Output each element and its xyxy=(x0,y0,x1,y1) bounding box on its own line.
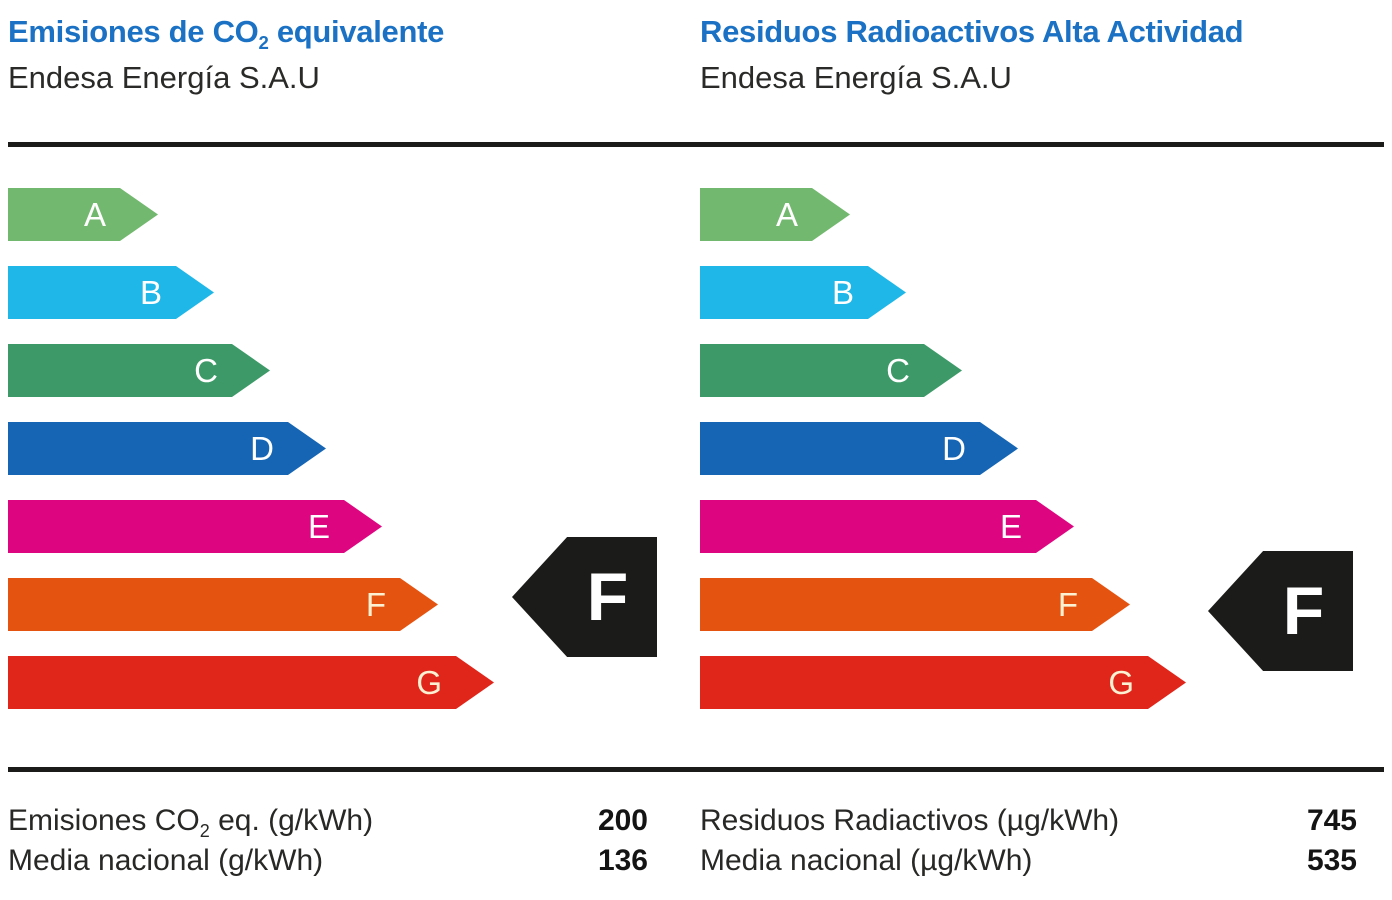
bottom-divider xyxy=(8,767,1384,772)
title-subscript: 2 xyxy=(258,32,269,54)
radioactive-chart-subtitle: Endesa Energía S.A.U xyxy=(700,60,1012,96)
metric-value: 136 xyxy=(597,844,648,877)
metric-label: Residuos Radiactivos (µg/kWh) xyxy=(700,804,1119,842)
metric-label: Media nacional (µg/kWh) xyxy=(700,844,1032,882)
metric-row: Emisiones CO2 eq. (g/kWh) 200 xyxy=(8,804,648,844)
rating-bar-letter: C xyxy=(194,352,218,389)
metric-label-subscript: 2 xyxy=(199,821,210,841)
rating-bar-d: D xyxy=(8,422,326,475)
rating-bar-letter: B xyxy=(139,274,162,311)
rating-bar-letter: G xyxy=(416,664,442,701)
co2-chart-header: Emisiones de CO2 equivalente Endesa Ener… xyxy=(8,14,444,96)
rating-bar-e: E xyxy=(700,500,1074,553)
metric-label-text: eq. (g/kWh) xyxy=(209,804,374,837)
co2-metrics: Emisiones CO2 eq. (g/kWh) 200 Media naci… xyxy=(8,804,648,884)
metric-value: 745 xyxy=(1306,804,1357,837)
rating-bar-g: G xyxy=(700,656,1186,709)
rating-bar-letter: G xyxy=(1108,664,1134,701)
metric-value: 200 xyxy=(597,804,648,837)
rating-bar-f: F xyxy=(8,578,438,631)
rating-bar-letter: B xyxy=(831,274,854,311)
metric-label-text: Emisiones CO xyxy=(8,804,200,837)
rating-bar-letter: A xyxy=(83,196,106,233)
rating-bar-letter: F xyxy=(365,586,386,623)
rating-bar-letter: D xyxy=(942,430,966,467)
metric-row: Media nacional (µg/kWh) 535 xyxy=(700,844,1357,884)
metric-label-text: Media nacional (g/kWh) xyxy=(8,844,324,877)
metric-label-text: Residuos Radiactivos (µg/kWh) xyxy=(700,804,1120,837)
radioactive-rating-scale: A B C D E F G xyxy=(700,188,1240,712)
radioactive-rating-letter: F xyxy=(1282,573,1325,649)
title-text: Residuos Radioactivos Alta Actividad xyxy=(700,14,1244,49)
rating-bar-letter: A xyxy=(775,196,798,233)
rating-bar-letter: F xyxy=(1057,586,1078,623)
rating-bar-c: C xyxy=(700,344,962,397)
rating-bar-d: D xyxy=(700,422,1018,475)
radioactive-chart-header: Residuos Radioactivos Alta Actividad End… xyxy=(700,14,1244,96)
co2-chart-title: Emisiones de CO2 equivalente xyxy=(8,14,444,54)
rating-bar-g: G xyxy=(8,656,494,709)
rating-bar-e: E xyxy=(8,500,382,553)
rating-bar-a: A xyxy=(8,188,158,241)
rating-bar-b: B xyxy=(8,266,214,319)
metric-label-text: Media nacional (µg/kWh) xyxy=(700,844,1033,877)
metric-label: Emisiones CO2 eq. (g/kWh) xyxy=(8,804,373,842)
radioactive-chart-title: Residuos Radioactivos Alta Actividad xyxy=(700,14,1244,54)
rating-bar-letter: C xyxy=(886,352,910,389)
rating-bar-b: B xyxy=(700,266,906,319)
radioactive-metrics: Residuos Radiactivos (µg/kWh) 745 Media … xyxy=(700,804,1357,884)
rating-bar-letter: E xyxy=(307,508,330,545)
metric-value: 535 xyxy=(1306,844,1357,877)
rating-bar-c: C xyxy=(8,344,270,397)
top-divider xyxy=(8,142,1384,147)
rating-bar-letter: E xyxy=(999,508,1022,545)
metric-row: Media nacional (g/kWh) 136 xyxy=(8,844,648,884)
co2-rating-letter: F xyxy=(586,559,629,635)
co2-chart-subtitle: Endesa Energía S.A.U xyxy=(8,60,320,96)
rating-bar-a: A xyxy=(700,188,850,241)
rating-bar-f: F xyxy=(700,578,1130,631)
metric-label: Media nacional (g/kWh) xyxy=(8,844,323,882)
metric-row: Residuos Radiactivos (µg/kWh) 745 xyxy=(700,804,1357,844)
title-text: Emisiones de CO xyxy=(8,14,259,49)
title-text: equivalente xyxy=(268,14,445,49)
co2-rating-scale: A B C D E F G xyxy=(8,188,548,712)
rating-bar-letter: D xyxy=(250,430,274,467)
